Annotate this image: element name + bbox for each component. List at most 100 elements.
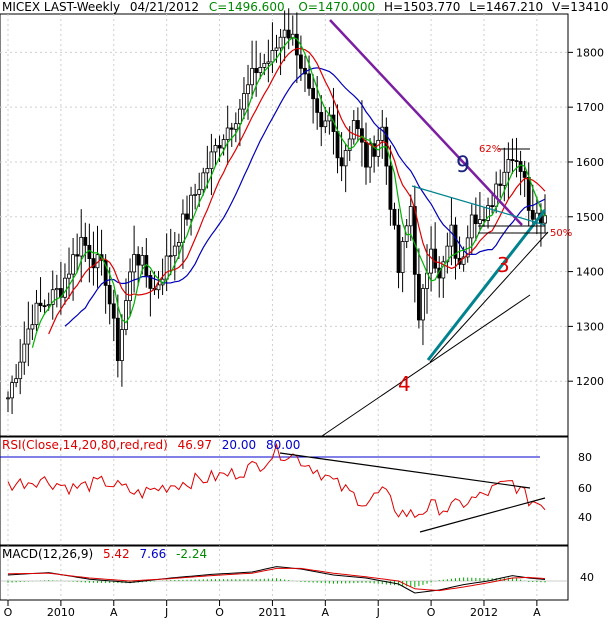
x-tick-label: J (164, 606, 168, 619)
header-close: C=1496.600 (209, 0, 285, 14)
price-bar-body (347, 138, 352, 151)
price-bar-body (506, 159, 511, 173)
price-bar-body (335, 131, 340, 159)
price-tick-label: 1200 (576, 375, 604, 388)
wave-3-label: 3 (497, 253, 510, 277)
macd-line (7, 566, 546, 594)
rsi-lower-value: 20.00 (222, 438, 256, 452)
x-tick-label: J (376, 606, 380, 619)
svg-text:RSI(Close,14,20,80,red,red): RSI(Close,14,20,80,red,red) 46.97 20.00 … (2, 438, 300, 452)
price-bar-body (376, 139, 381, 157)
header-open: O=1470.000 (298, 0, 375, 14)
price-bar-body (429, 248, 433, 274)
price-bar-body (132, 254, 137, 273)
x-axis: O 2010 A J O 2011 A J O 2012 A (4, 600, 541, 619)
price-bar-body (120, 329, 124, 362)
rsi-line (7, 442, 546, 519)
price-bar-body (461, 256, 466, 265)
macd-hist-value: -2.24 (176, 547, 207, 561)
price-bar-body (71, 254, 75, 275)
price-bar-body (128, 271, 132, 302)
header-symbol: MICEX LAST-Weekly (2, 0, 120, 14)
price-bar-body (50, 289, 55, 305)
price-bar-body (176, 242, 181, 247)
price-bar-body (307, 73, 311, 89)
macd-signal-value: 7.66 (140, 547, 167, 561)
svg-text:MICEX LAST-Weekly 04/21/20: MICEX LAST-Weekly 04/21/2012 C=1496.600 … (2, 0, 608, 14)
price-bar-body (364, 141, 368, 168)
price-bar-body (233, 123, 238, 130)
x-tick-label: A (322, 606, 330, 619)
price-bar-body (441, 261, 446, 279)
price-tick-label: 1300 (576, 320, 604, 333)
x-tick-label: 2011 (258, 606, 286, 619)
price-bar-body (63, 277, 67, 298)
price-bar-body (502, 171, 507, 186)
price-bar-body (510, 159, 515, 161)
price-bar-body (286, 29, 291, 39)
price-bar-body (449, 224, 454, 247)
black-support-line (321, 294, 531, 437)
price-bars (6, 8, 547, 415)
price-bar-body (266, 61, 271, 64)
price-bar-body (115, 317, 120, 362)
price-bar-body (156, 284, 161, 291)
price-bar-body (343, 150, 348, 167)
rsi-panel-frame (0, 436, 569, 546)
price-bar-body (311, 87, 316, 100)
price-bar-body (250, 68, 254, 86)
price-bar-body (205, 168, 210, 174)
price-bar-body (185, 213, 189, 220)
price-bar-body (323, 120, 328, 128)
price-bar-body (339, 157, 344, 167)
price-bar-body (453, 224, 458, 259)
price-bar-body (6, 397, 10, 400)
price-bar-body (433, 248, 438, 269)
price-bar-body (400, 241, 405, 273)
wave-4-label: 4 (398, 372, 411, 396)
price-bar-body (380, 126, 385, 141)
price-bar-body (30, 324, 35, 330)
price-bar-body (530, 210, 535, 220)
price-bar-body (148, 275, 153, 289)
price-bar-body (34, 302, 39, 326)
price-bar-body (67, 273, 71, 279)
price-bar-body (294, 33, 299, 56)
price-bar-body (543, 215, 547, 224)
price-bar-body (10, 382, 14, 399)
teal-support-line (426, 209, 547, 361)
header-date: 04/21/2012 (130, 0, 199, 14)
rsi-value: 46.97 (178, 438, 212, 452)
wave-9-label: 9 (456, 153, 470, 178)
price-bar-body (282, 29, 287, 38)
price-tick-label: 1400 (576, 266, 604, 279)
price-bar-body (408, 206, 413, 227)
x-tick-label: 2010 (47, 606, 75, 619)
rsi-tick-40: 40 (578, 511, 592, 524)
price-bar-body (221, 139, 226, 149)
price-tick-label: 1500 (576, 211, 604, 224)
price-bar-body (225, 127, 230, 140)
price-bar-body (351, 120, 356, 140)
price-bar-body (421, 288, 425, 321)
price-bar-body (522, 171, 527, 178)
ma-fast-line (31, 36, 546, 348)
macd-value: 5.42 (103, 547, 130, 561)
price-bar-body (103, 259, 108, 286)
price-bar-body (299, 54, 303, 69)
price-bar-body (237, 108, 242, 125)
price-bar-body (473, 214, 478, 225)
price-bar-body (270, 50, 275, 63)
price-bar-body (91, 258, 96, 269)
price-bar-body (46, 304, 51, 307)
price-bar-body (416, 273, 421, 321)
price-tick-label: 1700 (576, 101, 604, 114)
svg-text:MACD(12,26,9) 5.42 7.6: MACD(12,26,9) 5.42 7.66 -2.24 (2, 547, 207, 561)
x-tick-label: A (533, 606, 541, 619)
rsi-tick-80: 80 (578, 451, 592, 464)
price-bar-body (14, 378, 19, 384)
price-bar-body (246, 84, 250, 95)
fib-50-label: 50% (550, 228, 572, 239)
price-bar-body (445, 245, 450, 263)
